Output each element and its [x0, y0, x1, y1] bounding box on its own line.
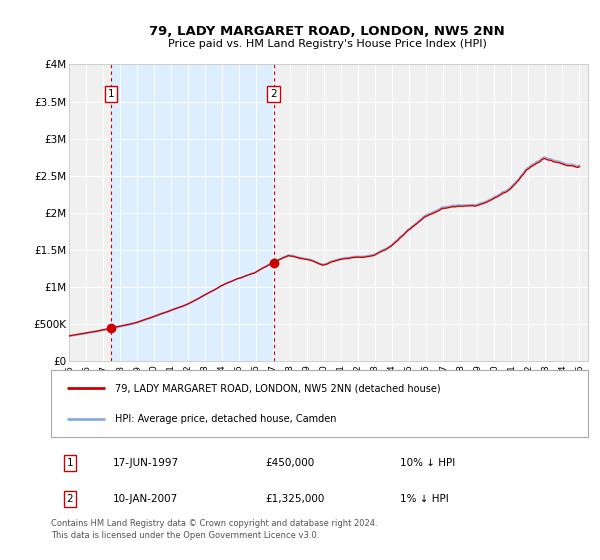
Text: 79, LADY MARGARET ROAD, LONDON, NW5 2NN (detached house): 79, LADY MARGARET ROAD, LONDON, NW5 2NN …	[115, 384, 441, 394]
Text: 2: 2	[67, 494, 73, 504]
Text: 10% ↓ HPI: 10% ↓ HPI	[400, 458, 455, 468]
Text: HPI: Average price, detached house, Camden: HPI: Average price, detached house, Camd…	[115, 414, 337, 424]
Text: 2: 2	[271, 89, 277, 99]
FancyBboxPatch shape	[51, 370, 588, 437]
Text: £1,325,000: £1,325,000	[266, 494, 325, 504]
Text: £450,000: £450,000	[266, 458, 315, 468]
Text: 79, LADY MARGARET ROAD, LONDON, NW5 2NN: 79, LADY MARGARET ROAD, LONDON, NW5 2NN	[149, 25, 505, 38]
Text: 1: 1	[107, 89, 114, 99]
Text: Price paid vs. HM Land Registry's House Price Index (HPI): Price paid vs. HM Land Registry's House …	[167, 39, 487, 49]
Text: 1: 1	[67, 458, 73, 468]
Text: 10-JAN-2007: 10-JAN-2007	[113, 494, 178, 504]
Text: 17-JUN-1997: 17-JUN-1997	[113, 458, 179, 468]
Bar	[111, 64, 274, 361]
Text: Contains HM Land Registry data © Crown copyright and database right 2024.
This d: Contains HM Land Registry data © Crown c…	[51, 519, 377, 540]
Text: 1% ↓ HPI: 1% ↓ HPI	[400, 494, 449, 504]
